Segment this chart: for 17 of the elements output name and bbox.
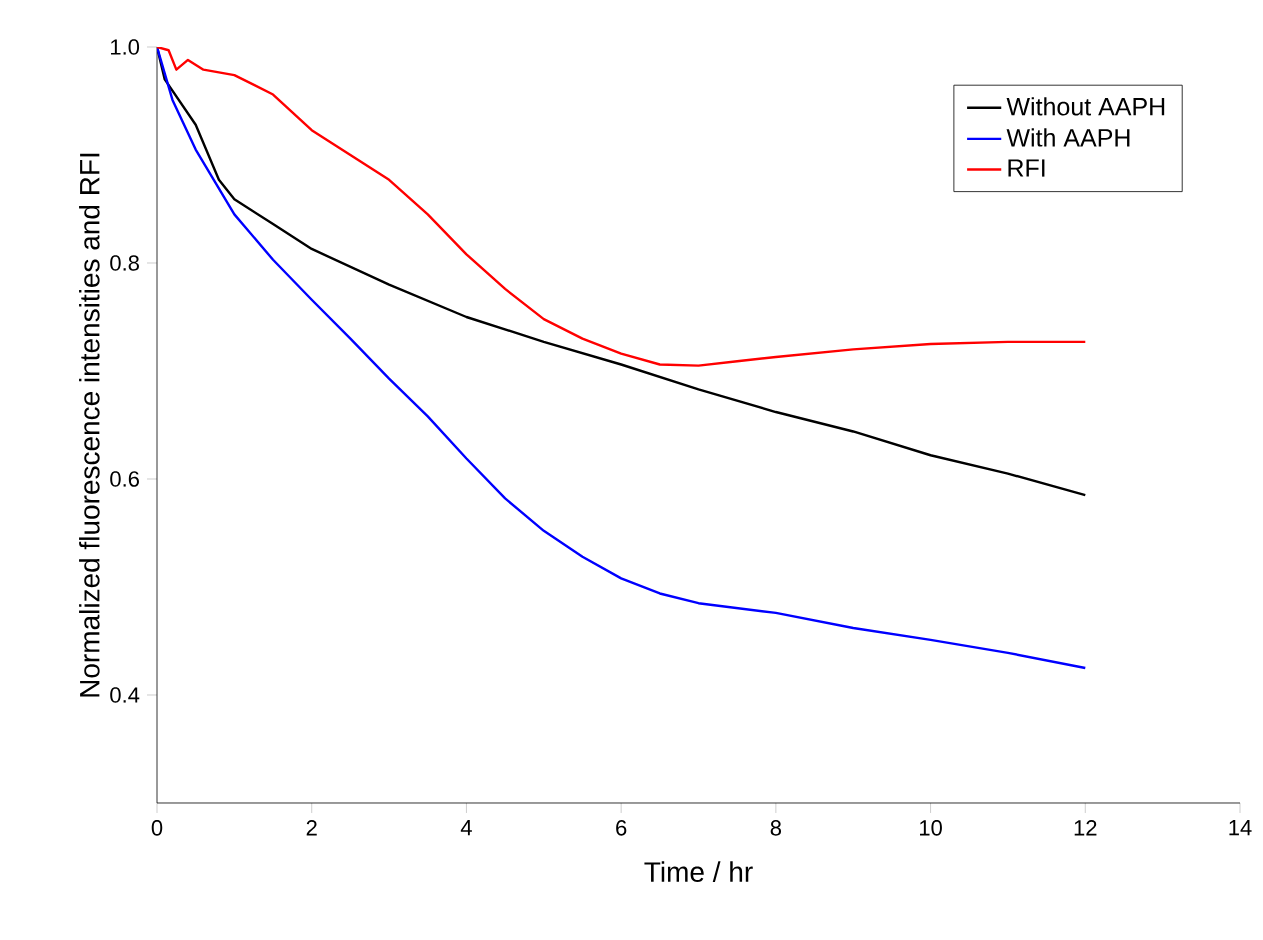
legend-label: Without AAPH — [1006, 97, 1165, 116]
y-axis-title: Normalized fluorescence intensities and RFI — [79, 153, 100, 697]
y-tick-label: 1.0 — [111, 39, 140, 55]
x-tick-label: 2 — [306, 820, 317, 836]
legend-label: With AAPH — [1006, 128, 1130, 147]
legend-label: RFI — [1008, 159, 1045, 177]
x-axis-title: Time / hr — [644, 861, 753, 882]
y-tick-label: 0.6 — [110, 471, 139, 487]
y-tick-label: 0.4 — [110, 687, 140, 703]
x-tick-label: 10 — [920, 820, 942, 836]
y-tick-label: 0.8 — [110, 255, 139, 271]
x-tick-label: 0 — [151, 820, 163, 836]
x-tick-label: 12 — [1074, 820, 1097, 836]
x-tick-label: 14 — [1229, 820, 1252, 836]
x-tick-label: 8 — [770, 820, 782, 836]
x-tick-label: 6 — [616, 820, 627, 836]
x-tick-label: 4 — [460, 820, 472, 836]
